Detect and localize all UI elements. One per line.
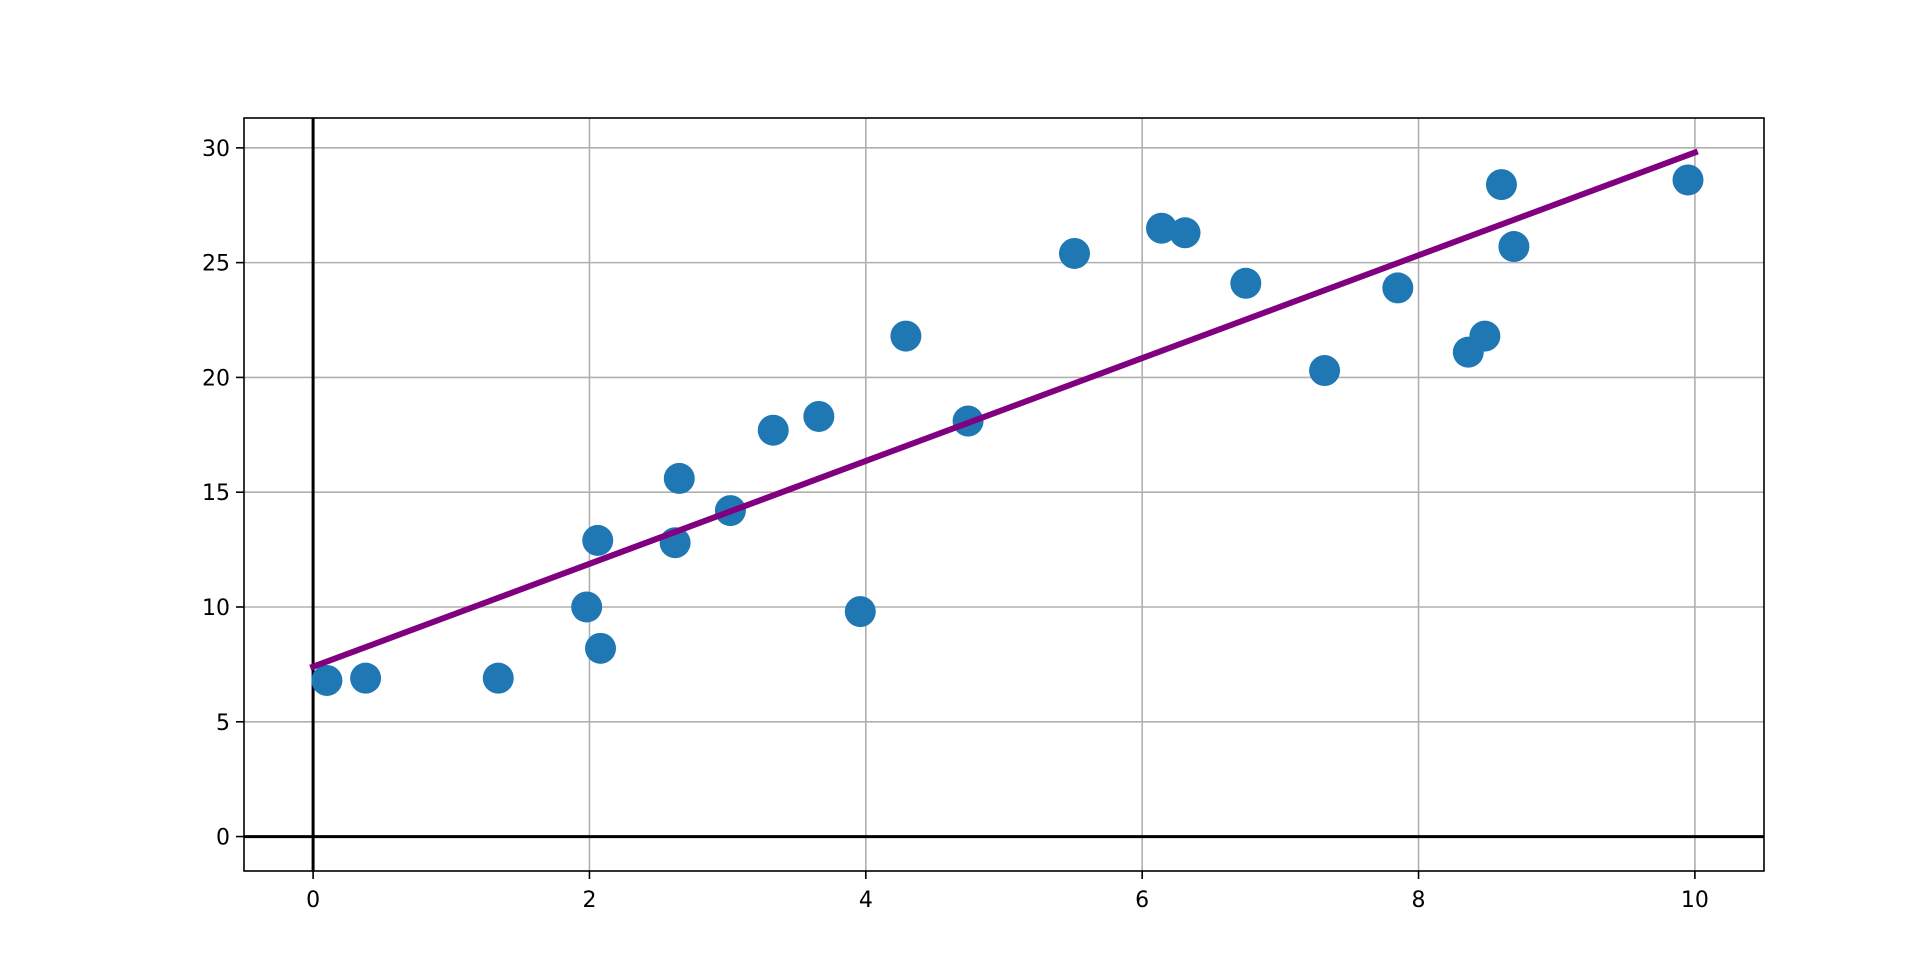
- trend-line-series: [309, 148, 1699, 671]
- scatter-point: [1309, 355, 1341, 387]
- scatter-point: [482, 662, 514, 694]
- plot-frame: [243, 117, 1765, 872]
- scatter-point: [1469, 320, 1501, 352]
- y-tick-label: 0: [216, 826, 230, 851]
- x-tick-label: 4: [859, 888, 873, 913]
- scatter-point: [757, 414, 789, 446]
- scatter-point: [350, 662, 382, 694]
- x-tick-label: 8: [1412, 888, 1426, 913]
- zero-axis-lines: [244, 118, 1764, 871]
- y-tick-label: 30: [202, 137, 230, 162]
- scatter-point: [1146, 212, 1178, 244]
- grid-lines: [244, 118, 1764, 871]
- x-axis-ticks: 0 2 4 6 8 10: [306, 871, 1709, 913]
- scatter-point: [663, 462, 695, 494]
- y-tick-label: 25: [202, 252, 230, 277]
- scatter-point: [582, 524, 614, 556]
- y-tick-label: 15: [202, 481, 230, 506]
- scatter-point: [311, 664, 343, 696]
- x-tick-label: 10: [1681, 888, 1709, 913]
- scatter-point: [890, 320, 922, 352]
- y-tick-label: 20: [202, 366, 230, 391]
- x-tick-label: 2: [582, 888, 596, 913]
- scatter-point: [1382, 272, 1414, 304]
- trend-line: [309, 148, 1699, 671]
- scatter-point: [1058, 237, 1090, 269]
- x-tick-label: 6: [1135, 888, 1149, 913]
- y-tick-label: 5: [216, 711, 230, 736]
- scatter-point: [1498, 231, 1530, 263]
- y-tick-label: 10: [202, 596, 230, 621]
- scatter-point: [571, 591, 603, 623]
- scatter-point: [803, 400, 835, 432]
- scatter-point: [844, 596, 876, 628]
- scatter-point: [585, 632, 617, 664]
- scatter-point: [1485, 169, 1517, 201]
- scatter-point: [1672, 164, 1704, 196]
- scatter-point: [1230, 267, 1262, 299]
- x-tick-label: 0: [306, 888, 320, 913]
- y-axis-ticks: 0 5 10 15 20 25 30: [202, 137, 244, 851]
- scatter-point: [1169, 217, 1201, 249]
